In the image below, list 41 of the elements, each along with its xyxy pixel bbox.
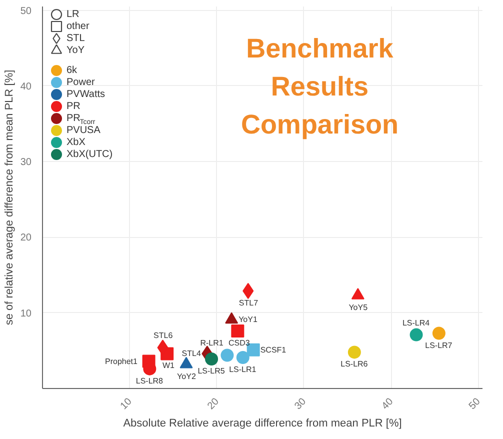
y-tick-label: 30 [20,157,32,168]
annotation: LS-LR6 [340,360,368,369]
legend-label: XbX [66,137,86,148]
text: Benchmark Results Comparison [240,34,398,140]
y-tick-label: 20 [20,232,32,244]
annotation: SCSF1 [260,345,287,354]
annotation: YoY5 [348,302,368,312]
y-axis-title: se of relative average difference from mean PLR [%] [3,70,16,326]
annotation: R-LR1 [200,338,224,348]
annotation: CSD3 [228,338,250,348]
annotation: LS-LR7 [425,340,453,350]
x-tick-label: 30 [292,396,309,412]
annotation: Prophet1 [104,356,138,366]
legend-label: XbX(UTC) [66,149,113,160]
x-tick-label: 50 [467,396,484,412]
annotation: STL4 [182,349,202,358]
legend-label: 6k [66,65,78,76]
annotation: LS-LR8 [136,376,164,386]
annotation: STL7 [238,298,259,308]
x-axis-title: Absolute Relative average difference from mean PLR [%] [123,417,402,430]
legend-label: STL [66,33,86,44]
annotation: LS-LR4 [402,318,430,328]
legend-label: PVWatts [66,89,106,100]
annotation: STL6 [154,331,174,340]
x-tick-label: 20 [206,396,222,412]
y-tick-label: 10 [20,308,32,320]
x-tick-label: 40 [380,396,396,412]
y-tick-label: 40 [20,81,32,92]
x-tick-label: 10 [118,396,135,412]
legend-label: PR [66,101,80,112]
annotation: LS-LR1 [229,364,257,374]
annotation: YoY2 [177,372,196,381]
annotation: YoY1 [238,315,258,324]
annotation: W1 [162,361,176,370]
y-tick-label: 50 [20,6,32,17]
legend-label: other [66,21,90,32]
legend-label: Power [66,77,96,88]
legend-label: LR [66,9,80,20]
annotation: LS-LR5 [198,366,226,376]
legend-label: YoY [66,45,85,56]
legend-label: PVUSA [66,125,101,136]
